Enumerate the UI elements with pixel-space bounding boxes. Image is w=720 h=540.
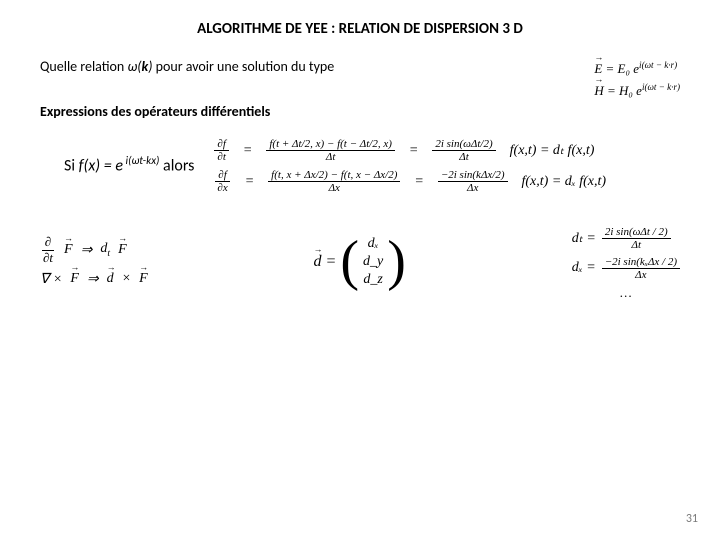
dvec-y: d_y (363, 254, 383, 270)
page-title: ALGORITHME DE YEE : RELATION DE DISPERSI… (40, 20, 680, 38)
h-exp: i(ωt − k·r) (642, 82, 680, 92)
dfdt-mid-num: f(t + Δt/2, x) − f(t − Δt/2, x) (266, 138, 395, 151)
q-post: pour avoir une solution du type (152, 58, 334, 75)
section-heading: Expressions des opérateurs différentiels (40, 103, 680, 120)
dfdt-rhs-den: Δt (456, 151, 472, 163)
e-exp: i(ωt − k·r) (639, 60, 677, 70)
field-equations: E = E₀ ei(ωt − k·r) H = H₀ ei(ωt − k·r) (594, 58, 680, 102)
dfdx-tail: f(x,t) = dₓ f(x,t) (522, 174, 607, 190)
dt-num: 2i sin(ωΔt / 2) (602, 226, 671, 239)
dt-den: Δt (628, 239, 644, 251)
dfdt-rhs-num: 2i sin(ωΔt/2) (432, 138, 495, 151)
d-component-defs: dₜ = 2i sin(ωΔt / 2)Δt dₓ = −2i sin(kₓΔx… (572, 222, 680, 300)
ellipsis: … (572, 285, 680, 301)
question-line: Quelle relation ω(k) pour avoir une solu… (40, 58, 334, 75)
dt-eq: dₜ = (572, 230, 596, 247)
arrow-1: ⇒ (81, 242, 93, 259)
dvec-eq: d = (314, 253, 337, 271)
fx: f(x) = e (79, 156, 123, 175)
dvec-z: d_z (363, 272, 382, 288)
fx-exp: i(ωt-kx) (123, 154, 159, 168)
operator-implications: ∂∂t F ⇒ dtF ∇ ×F ⇒ d×F (40, 229, 148, 294)
assumption-line: Si f(x) = e i(ωt-kx) alors ∂f∂t = f(t + … (64, 138, 680, 200)
dfdx-rhs-num: −2i sin(kΔx/2) (438, 169, 508, 182)
dfdx-row: ∂f∂x = f(t, x + Δx/2) − f(t, x − Δx/2)Δx… (214, 169, 606, 194)
page-number: 31 (686, 512, 698, 526)
alors: alors (159, 156, 194, 175)
dfdt-mid-den: Δt (323, 151, 339, 163)
dfdx-mid-den: Δx (326, 182, 343, 194)
h-field: H = H₀ e (594, 81, 642, 102)
dx-den: Δx (632, 269, 649, 281)
q-pre: Quelle relation (40, 58, 127, 75)
dx-num: −2i sin(kₓΔx / 2) (602, 256, 680, 269)
differential-block: ∂f∂t = f(t + Δt/2, x) − f(t − Δt/2, x)Δt… (214, 138, 606, 200)
dfdt-row: ∂f∂t = f(t + Δt/2, x) − f(t − Δt/2, x)Δt… (214, 138, 606, 163)
dfdx-rhs-den: Δx (464, 182, 481, 194)
omega: ω( (127, 58, 141, 75)
si: Si (64, 156, 79, 175)
dx-eq: dₓ = (572, 260, 596, 276)
arrow-2: ⇒ (87, 271, 99, 288)
d-vector-def: d = ( dₓ d_y d_z ) (314, 236, 406, 288)
dfdt-tail: f(x,t) = dₜ f(x,t) (510, 142, 595, 159)
dfdx-mid-num: f(t, x + Δx/2) − f(t, x − Δx/2) (268, 169, 400, 182)
dvec-x: dₓ (368, 236, 379, 252)
